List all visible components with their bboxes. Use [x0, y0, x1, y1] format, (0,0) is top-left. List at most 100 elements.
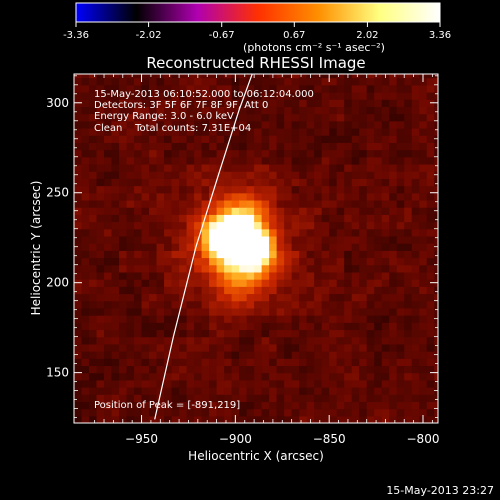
- heatmap-cell: [254, 178, 263, 187]
- heatmap-cell: [411, 257, 420, 266]
- heatmap-cell: [111, 192, 120, 201]
- heatmap-cell: [366, 365, 375, 374]
- heatmap-cell: [216, 199, 225, 208]
- heatmap-cell: [231, 322, 240, 331]
- heatmap-cell: [246, 365, 255, 374]
- heatmap-cell: [194, 300, 203, 309]
- heatmap-cell: [284, 235, 293, 244]
- heatmap-cell: [96, 221, 105, 230]
- heatmap-cell: [231, 243, 240, 251]
- heatmap-cell: [149, 77, 158, 86]
- heatmap-cell: [119, 77, 128, 86]
- heatmap-cell: [96, 149, 105, 158]
- heatmap-cell: [404, 279, 413, 287]
- heatmap-cell: [224, 106, 233, 115]
- heatmap-cell: [359, 408, 368, 417]
- heatmap-cell: [201, 149, 210, 158]
- heatmap-cell: [434, 401, 438, 410]
- heatmap-cell: [411, 286, 420, 295]
- heatmap-cell: [81, 286, 90, 295]
- heatmap-cell: [254, 228, 263, 237]
- heatmap-cell: [344, 221, 353, 230]
- heatmap-cell: [201, 372, 210, 381]
- heatmap-cell: [239, 250, 248, 259]
- heatmap-cell: [426, 199, 435, 208]
- heatmap-cell: [351, 322, 360, 331]
- heatmap-cell: [119, 149, 128, 158]
- heatmap-cell: [209, 120, 218, 129]
- heatmap-cell: [344, 307, 353, 316]
- y-tick-label: 150: [46, 366, 69, 380]
- heatmap-cell: [74, 243, 83, 251]
- heatmap-cell: [321, 250, 330, 259]
- heatmap-cell: [359, 387, 368, 395]
- heatmap-cell: [74, 120, 83, 129]
- heatmap-cell: [359, 228, 368, 237]
- heatmap-cell: [96, 271, 105, 280]
- heatmap-cell: [231, 401, 240, 410]
- heatmap-cell: [291, 135, 300, 143]
- heatmap-cell: [179, 300, 188, 309]
- heatmap-cell: [96, 408, 105, 417]
- heatmap-cell: [351, 250, 360, 259]
- heatmap-cell: [396, 250, 405, 259]
- heatmap-cell: [104, 408, 113, 417]
- heatmap-cell: [284, 401, 293, 410]
- heatmap-cell: [96, 286, 105, 295]
- colorbar-tick-label: 3.36: [429, 30, 451, 41]
- heatmap-cell: [284, 113, 293, 122]
- heatmap-cell: [149, 235, 158, 244]
- heatmap-cell: [231, 257, 240, 266]
- heatmap-cell: [89, 120, 98, 129]
- x-axis-label: Heliocentric X (arcsec): [188, 449, 324, 463]
- heatmap-cell: [171, 358, 180, 367]
- heatmap-cell: [246, 329, 255, 338]
- heatmap-cell: [164, 293, 173, 302]
- heatmap-cell: [321, 401, 330, 410]
- heatmap-cell: [111, 113, 120, 122]
- heatmap-cell: [389, 408, 398, 417]
- heatmap-cell: [434, 149, 438, 158]
- heatmap-cell: [344, 228, 353, 237]
- heatmap-cell: [239, 293, 248, 302]
- heatmap-cell: [396, 84, 405, 93]
- heatmap-cell: [186, 120, 195, 129]
- heatmap-cell: [216, 106, 225, 115]
- heatmap-cell: [239, 228, 248, 237]
- heatmap-cell: [366, 293, 375, 302]
- heatmap-cell: [329, 315, 338, 323]
- heatmap-cell: [276, 379, 285, 388]
- heatmap-cell: [111, 394, 120, 403]
- heatmap-cell: [261, 293, 270, 302]
- heatmap-cell: [314, 243, 323, 251]
- heatmap-cell: [404, 343, 413, 352]
- heatmap-cell: [419, 264, 428, 273]
- heatmap-cell: [396, 207, 405, 215]
- heatmap-cell: [291, 351, 300, 359]
- heatmap-cell: [134, 329, 143, 338]
- heatmap-cell: [179, 106, 188, 115]
- heatmap-cell: [104, 99, 113, 107]
- heatmap-cell: [239, 221, 248, 230]
- heatmap-cell: [239, 372, 248, 381]
- heatmap-cell: [276, 171, 285, 179]
- heatmap-cell: [164, 91, 173, 100]
- heatmap-cell: [284, 365, 293, 374]
- heatmap-cell: [134, 106, 143, 115]
- heatmap-cell: [164, 394, 173, 403]
- heatmap-cell: [186, 84, 195, 93]
- heatmap-cell: [291, 307, 300, 316]
- heatmap-cell: [269, 235, 278, 244]
- heatmap-cell: [329, 99, 338, 107]
- heatmap-cell: [149, 394, 158, 403]
- y-tick-label: 250: [46, 186, 69, 200]
- heatmap-cell: [336, 156, 345, 165]
- heatmap-cell: [164, 343, 173, 352]
- heatmap-cell: [246, 358, 255, 367]
- heatmap-cell: [74, 91, 83, 100]
- heatmap-cell: [404, 415, 413, 423]
- heatmap-cell: [74, 77, 83, 86]
- heatmap-cell: [224, 343, 233, 352]
- heatmap-cell: [81, 415, 90, 423]
- heatmap-cell: [126, 365, 135, 374]
